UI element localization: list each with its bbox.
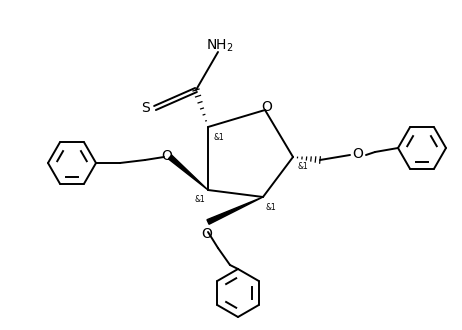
Text: S: S bbox=[140, 101, 149, 115]
Text: O: O bbox=[161, 149, 172, 163]
Text: O: O bbox=[201, 227, 213, 241]
Text: &1: &1 bbox=[213, 133, 224, 142]
Text: &1: &1 bbox=[194, 195, 205, 204]
Text: &1: &1 bbox=[297, 162, 308, 171]
Text: NH$_2$: NH$_2$ bbox=[206, 38, 234, 54]
Polygon shape bbox=[207, 197, 263, 224]
Text: O: O bbox=[353, 147, 364, 161]
Text: O: O bbox=[261, 100, 273, 114]
Polygon shape bbox=[168, 155, 208, 190]
Text: &1: &1 bbox=[266, 203, 277, 212]
